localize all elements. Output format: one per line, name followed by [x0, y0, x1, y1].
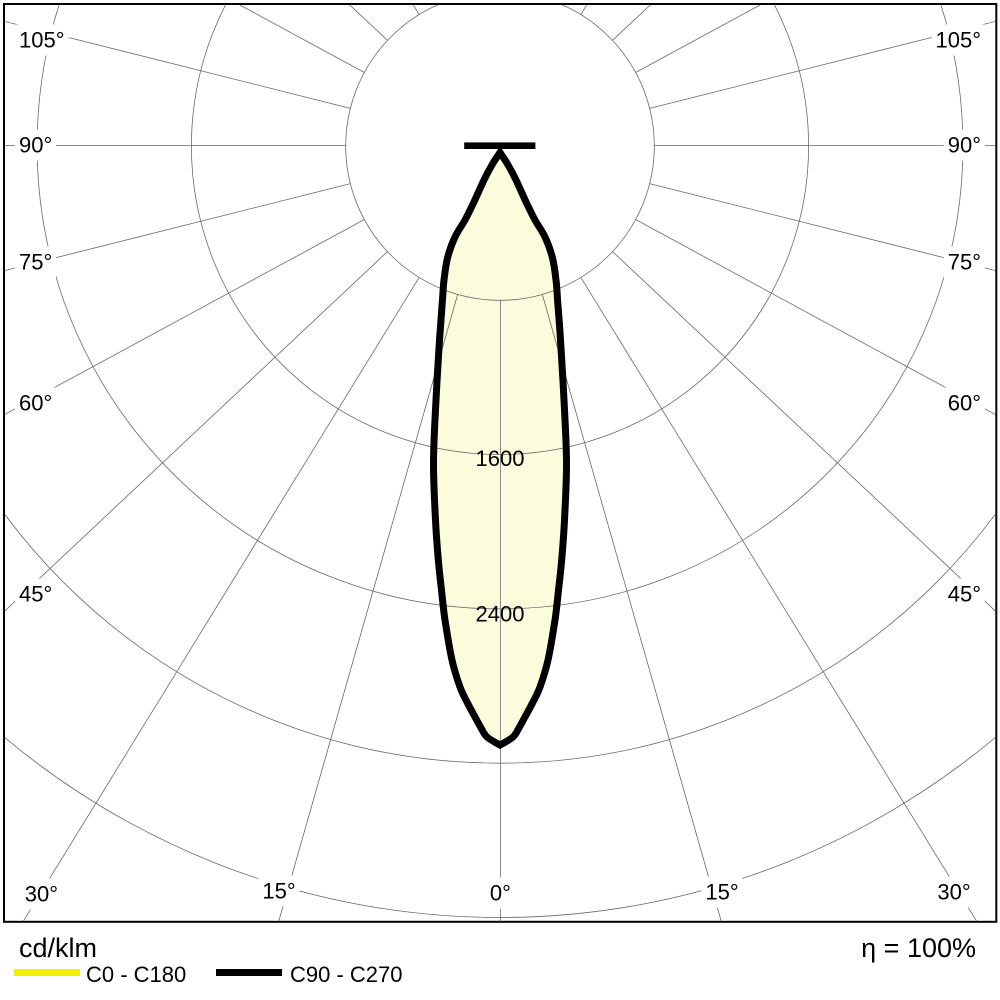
svg-text:2400: 2400	[476, 601, 525, 626]
svg-text:1600: 1600	[476, 446, 525, 471]
